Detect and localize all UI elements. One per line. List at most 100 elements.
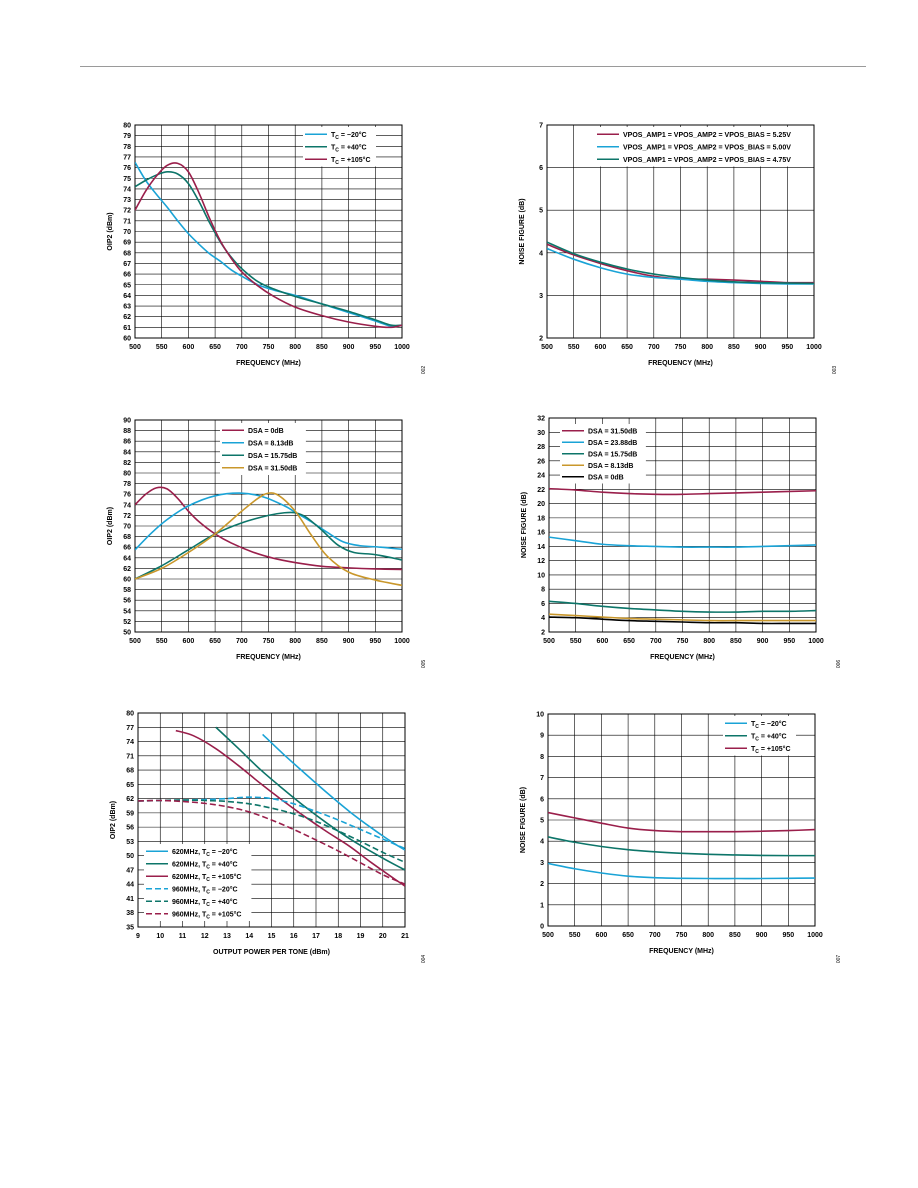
y-axis-label: OIP2 (dBm): [107, 507, 114, 545]
series-line-2: [548, 836, 815, 857]
y-tick-label: 58: [123, 587, 131, 594]
y-tick-label: 47: [126, 867, 134, 874]
y-tick-label: 30: [537, 430, 545, 437]
x-tick-label: 750: [263, 638, 275, 645]
x-tick-label: 800: [289, 638, 301, 645]
x-tick-label: 600: [597, 638, 609, 645]
y-axis-label: OIP2 (dBm): [107, 212, 114, 250]
x-tick-label: 650: [209, 638, 221, 645]
y-tick-label: 66: [123, 272, 131, 279]
y-tick-label: 10: [537, 572, 545, 579]
figure-id: 007: [836, 955, 842, 964]
x-tick-label: 900: [755, 344, 767, 351]
y-tick-label: 64: [123, 293, 131, 300]
x-tick-label: 650: [623, 638, 635, 645]
y-tick-label: 5: [540, 818, 544, 825]
series-line-1: [548, 862, 815, 880]
x-axis-label: OUTPUT POWER PER TONE (dBm): [213, 949, 330, 956]
x-tick-label: 750: [677, 638, 689, 645]
y-tick-label: 80: [123, 123, 131, 130]
y-tick-label: 8: [540, 754, 544, 761]
series-line-4: [135, 492, 402, 587]
y-tick-label: 71: [123, 218, 131, 225]
legend: VPOS_AMP1 = VPOS_AMP2 = VPOS_BIAS = 5.25…: [595, 127, 802, 167]
series-line-1: [549, 487, 816, 496]
x-tick-label: 12: [201, 933, 209, 940]
y-tick-label: 73: [123, 197, 131, 204]
x-tick-label: 700: [648, 344, 660, 351]
legend-label: TC = −20°C: [751, 720, 787, 730]
y-axis-label: NOISE FIGURE (dB): [520, 787, 527, 853]
x-tick-label: 750: [676, 932, 688, 939]
y-tick-label: 78: [123, 144, 131, 151]
x-tick-label: 550: [568, 344, 580, 351]
y-tick-label: 62: [123, 314, 131, 321]
x-tick-label: 18: [334, 933, 342, 940]
y-tick-label: 79: [123, 133, 131, 140]
y-tick-label: 26: [537, 458, 545, 465]
x-tick-label: 500: [129, 344, 141, 351]
y-tick-label: 78: [123, 481, 131, 488]
legend-bg: [144, 844, 252, 921]
y-tick-label: 77: [126, 725, 134, 732]
y-tick-label: 22: [537, 487, 545, 494]
x-tick-label: 800: [702, 932, 714, 939]
y-tick-label: 50: [123, 630, 131, 637]
y-tick-label: 64: [123, 555, 131, 562]
x-tick-label: 10: [156, 933, 164, 940]
x-tick-label: 550: [570, 638, 582, 645]
plot-frame: [137, 712, 406, 928]
y-tick-label: 8: [541, 587, 545, 594]
x-tick-label: 850: [316, 638, 328, 645]
legend-label: 960MHz, TC = +40°C: [172, 898, 238, 908]
legend-label: 620MHz, TC = +40°C: [172, 860, 238, 870]
figure-id: 003: [832, 366, 838, 375]
x-tick-label: 900: [343, 344, 355, 351]
legend-label: VPOS_AMP1 = VPOS_AMP2 = VPOS_BIAS = 5.00…: [623, 144, 791, 151]
x-tick-label: 950: [782, 932, 794, 939]
x-tick-label: 650: [622, 932, 634, 939]
x-tick-label: 17: [312, 933, 320, 940]
series-line-3: [548, 811, 815, 833]
x-tick-label: 1000: [806, 344, 822, 351]
legend-bg: [595, 127, 802, 167]
figure-id: 006: [836, 660, 842, 669]
x-tick-label: 850: [730, 638, 742, 645]
series-line-2: [215, 726, 405, 871]
y-tick-label: 7: [540, 775, 544, 782]
plot-frame: [134, 419, 403, 633]
y-tick-label: 71: [126, 753, 134, 760]
x-tick-label: 11: [179, 933, 187, 940]
x-tick-label: 950: [783, 638, 795, 645]
chart-c2: 500 550 600 650 700 750 800 850 900 950 1000 2 3 4 5 6 7…: [519, 123, 838, 375]
x-tick-label: 15: [268, 933, 276, 940]
y-tick-label: 20: [537, 501, 545, 508]
y-tick-label: 74: [123, 502, 131, 509]
y-tick-label: 44: [126, 882, 134, 889]
y-tick-label: 72: [123, 208, 131, 215]
y-tick-label: 52: [123, 619, 131, 626]
series-line-3: [135, 511, 402, 580]
x-tick-label: 700: [236, 344, 248, 351]
chart-c6: 500 550 600 650 700 750 800 850 900 950 1000 0 1 2 3 4 5…: [520, 712, 842, 964]
y-tick-label: 0: [540, 924, 544, 931]
chart-c3: 500 550 600 650 700 750 800 850 900 950 1000 50 52 54…: [107, 418, 427, 669]
x-tick-label: 600: [595, 344, 607, 351]
x-tick-label: 19: [357, 933, 365, 940]
legend: DSA = 31.50dB DSA = 23.88dB DSA = 15.75dB D…: [560, 424, 646, 484]
plot-frame: [546, 124, 815, 339]
y-tick-label: 69: [123, 240, 131, 247]
series-line-3: [549, 600, 816, 613]
x-tick-label: 900: [757, 638, 769, 645]
x-tick-label: 500: [542, 932, 554, 939]
x-tick-label: 1000: [808, 638, 824, 645]
figure-id: 004: [421, 955, 427, 964]
y-tick-label: 68: [123, 534, 131, 541]
x-tick-label: 500: [541, 344, 553, 351]
y-tick-label: 24: [537, 473, 545, 480]
y-tick-label: 3: [540, 860, 544, 867]
chart-c4: 500 550 600 650 700 750 800 850 900 950 1000246810…: [521, 416, 842, 669]
x-tick-label: 850: [729, 932, 741, 939]
y-tick-label: 82: [123, 460, 131, 467]
y-tick-label: 66: [123, 545, 131, 552]
